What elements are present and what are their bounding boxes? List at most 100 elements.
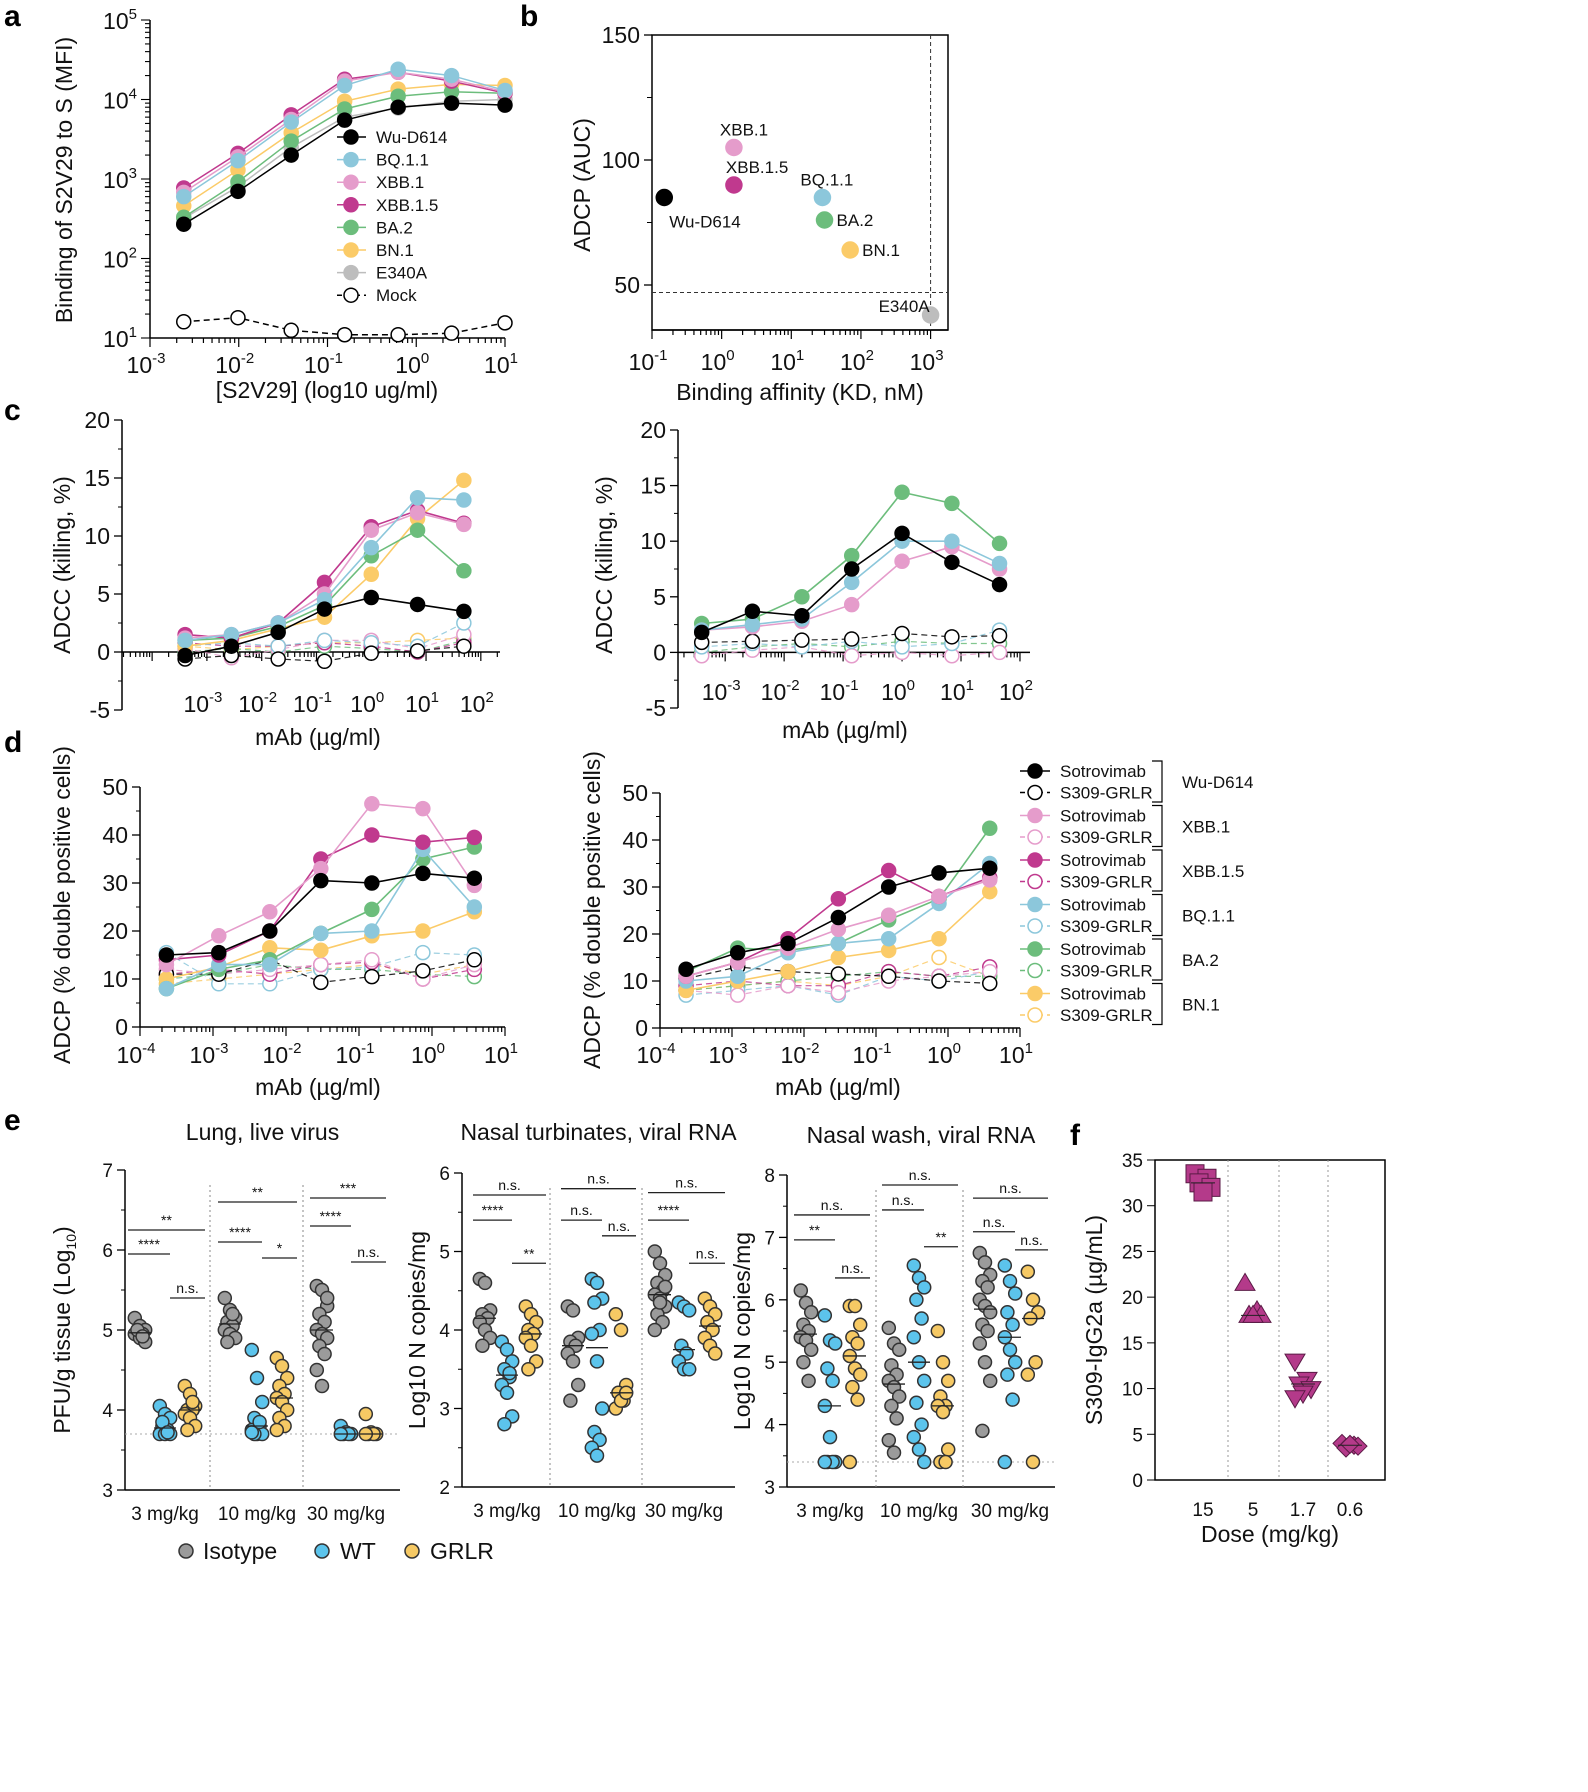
e-lung-significance-label: **** xyxy=(320,1208,342,1224)
c-left-y-tick-label: 15 xyxy=(84,465,110,491)
e-nw-data-point xyxy=(796,1354,811,1370)
c-right-data-point xyxy=(843,596,860,613)
e-nw-data-point xyxy=(881,1320,897,1336)
e-nw-significance-label: ** xyxy=(936,1229,947,1245)
c-right-data-point xyxy=(944,495,960,512)
d-right-x-tick-label: 101 xyxy=(999,1040,1033,1068)
d-legend-marker xyxy=(1027,807,1043,824)
e-nw-y-tick-label: 6 xyxy=(764,1291,775,1312)
d-right-data-point xyxy=(780,977,796,994)
e-nt-data-point xyxy=(589,1275,605,1291)
d-legend-variant: XBB.1 xyxy=(1182,818,1230,837)
d-legend-marker xyxy=(1027,985,1043,1002)
e-nw-data-point xyxy=(997,1258,1013,1273)
e-nw-data-point xyxy=(909,1292,924,1308)
e-nw-data-point xyxy=(909,1395,924,1411)
e-nw-data-point xyxy=(1020,1367,1036,1382)
b-x-axis-title: Binding affinity (KD, nM) xyxy=(676,379,924,405)
e-lung-significance-label: ** xyxy=(161,1212,172,1228)
c-left-data-point xyxy=(270,624,286,641)
c-right-x-tick-label: 102 xyxy=(999,677,1033,705)
d-right-x-tick-label: 10-1 xyxy=(853,1040,892,1068)
e-lung-data-point xyxy=(220,1334,235,1350)
e-nt-y-tick-label: 3 xyxy=(439,1400,450,1421)
a-data-point xyxy=(336,326,353,343)
e-lung-data-point xyxy=(135,1329,150,1344)
b-data-point xyxy=(815,211,834,229)
c-right-data-point xyxy=(944,629,960,645)
a-x-tick-label: 101 xyxy=(484,350,518,378)
c-left-data-point xyxy=(456,563,472,579)
c-left-y-tick-label: 10 xyxy=(84,523,110,549)
e-nt-data-point xyxy=(502,1365,517,1381)
c-right-x-tick-label: 10-2 xyxy=(761,677,800,705)
e-nt-data-point xyxy=(652,1295,668,1310)
e-nw-data-point xyxy=(935,1404,951,1420)
e-nw-data-point xyxy=(982,1373,998,1389)
e-nw-data-point xyxy=(827,1336,843,1351)
d-left-data-point xyxy=(364,827,380,843)
d-left-data-point xyxy=(415,834,431,850)
d-left-data-point xyxy=(313,942,329,958)
c-left-data-point xyxy=(409,643,426,659)
d-legend-label: S309-GRLR xyxy=(1060,873,1153,892)
e-nw-category-label: 10 mg/kg xyxy=(880,1501,958,1522)
c-right-data-point xyxy=(744,603,761,620)
d-legend-bracket xyxy=(1152,804,1163,848)
e-lung-data-point xyxy=(217,1290,233,1306)
d-left-data-point xyxy=(211,928,227,944)
e-nw-data-point xyxy=(801,1373,816,1389)
b-x-tick-label: 102 xyxy=(840,347,874,375)
e-lung-data-point xyxy=(249,1370,265,1386)
b-point-label: XBB.1.5 xyxy=(726,158,788,177)
c-left-data-point xyxy=(363,589,380,606)
e-lung-data-point xyxy=(269,1422,285,1438)
d-left-data-point xyxy=(158,947,175,963)
d-left-data-point xyxy=(158,980,175,997)
c-right-x-tick-label: 101 xyxy=(940,677,974,705)
c-left-x-tick-label: 10-1 xyxy=(293,689,332,717)
e-nt-significance-label: n.s. xyxy=(587,1171,610,1187)
a-data-point xyxy=(443,95,460,111)
e-nt-data-point xyxy=(681,1303,697,1318)
e-lung-y-axis-title: PFU/g tissue (Log10) xyxy=(49,1226,79,1433)
e-nw-data-point xyxy=(935,1354,951,1370)
a-legend-label: E340A xyxy=(376,264,428,283)
d-legend-bracket xyxy=(1152,760,1163,803)
e-legend-label: WT xyxy=(340,1538,376,1564)
d-right-data-point xyxy=(931,865,947,881)
e-legend-marker xyxy=(404,1543,420,1559)
d-left-data-point xyxy=(262,956,278,973)
d-right-x-tick-label: 10-2 xyxy=(781,1040,820,1068)
d-left-data-point xyxy=(211,944,227,961)
d-legend-marker xyxy=(1027,852,1043,868)
a-data-point xyxy=(230,183,246,200)
e-nt-data-point xyxy=(608,1307,624,1322)
c-left-data-point xyxy=(316,653,333,670)
a-legend-label: BN.1 xyxy=(376,241,414,260)
c-left-data-point xyxy=(177,647,193,664)
d-left-data-point xyxy=(313,925,329,942)
f-data-point xyxy=(1193,1182,1213,1202)
c-right-data-point xyxy=(693,624,710,641)
e-nw-data-point xyxy=(884,1398,899,1414)
e-nw-data-point xyxy=(852,1317,868,1333)
e-legend-marker xyxy=(314,1543,330,1559)
e-nt-data-point xyxy=(565,1303,581,1318)
a-legend-label: XBB.1 xyxy=(376,173,424,192)
c-left-data-point xyxy=(409,596,426,613)
c-left-data-point xyxy=(409,505,426,521)
a-y-tick-label: 104 xyxy=(103,86,137,114)
d-legend-marker xyxy=(1027,896,1043,913)
e-nw-significance-label: n.s. xyxy=(999,1180,1022,1196)
a-legend-marker xyxy=(343,129,359,145)
d-legend-label: S309-GRLR xyxy=(1060,1006,1153,1025)
d-legend-marker xyxy=(1027,763,1043,779)
e-nw-data-point xyxy=(975,1423,990,1439)
a-data-point xyxy=(283,322,299,339)
b-y-tick-label: 100 xyxy=(602,147,640,173)
d-legend-label: Sotrovimab xyxy=(1060,985,1146,1004)
b-y-axis-title: ADCP (AUC) xyxy=(569,118,595,252)
d-right-data-point xyxy=(830,935,847,952)
f-y-tick-label: 0 xyxy=(1132,1471,1143,1492)
